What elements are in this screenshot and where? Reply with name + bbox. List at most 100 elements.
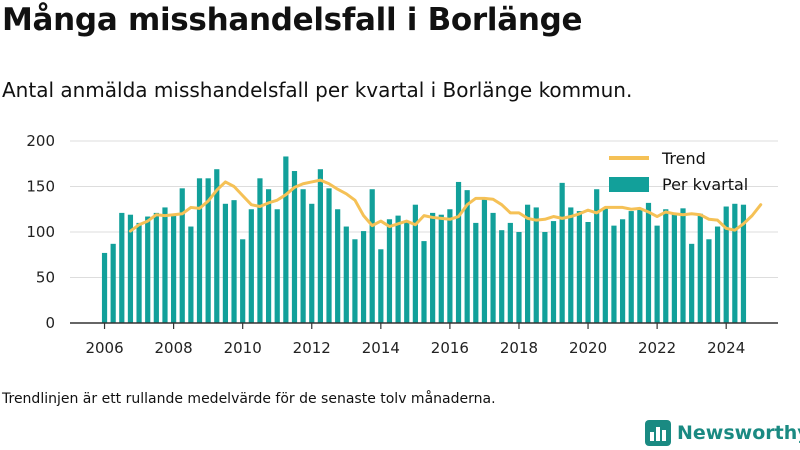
- bar: [473, 222, 479, 323]
- bar: [395, 215, 401, 323]
- legend: Trend Per kvartal: [609, 149, 748, 194]
- x-tick-label: 2016: [431, 339, 469, 357]
- bar: [611, 225, 617, 323]
- x-tick-label: 2018: [500, 339, 538, 357]
- brand-name: Newsworthy: [677, 422, 800, 444]
- y-tick-label: 100: [26, 223, 55, 241]
- bar: [706, 239, 712, 323]
- x-tick-label: 2010: [224, 339, 262, 357]
- bar: [585, 221, 591, 323]
- bar: [714, 226, 721, 323]
- x-axis-ticks: 2006 2008 2010 2012 2014 2016 2018 2020 2022 2024: [85, 323, 745, 357]
- bar: [162, 207, 168, 323]
- bar: [335, 209, 341, 323]
- x-tick-label: 2008: [155, 339, 193, 357]
- y-tick-label: 150: [26, 178, 55, 196]
- bar: [274, 209, 280, 323]
- bar: [153, 212, 159, 323]
- bar: [645, 202, 652, 323]
- x-tick-label: 2014: [362, 339, 400, 357]
- bar: [412, 204, 418, 323]
- bar: [628, 211, 634, 323]
- trend-line-layer: [128, 178, 763, 233]
- bar: [360, 231, 367, 323]
- bar: [481, 198, 488, 323]
- legend-trend-label: Trend: [661, 149, 706, 168]
- bar: [740, 204, 747, 323]
- bar: [257, 178, 263, 323]
- x-tick-label: 2020: [569, 339, 607, 357]
- bar: [421, 241, 427, 323]
- bar: [222, 203, 229, 323]
- bar: [205, 178, 211, 323]
- y-tick-label: 50: [36, 269, 55, 287]
- x-tick-label: 2006: [85, 339, 123, 357]
- bars-per-kvartal: [101, 156, 747, 323]
- bar: [352, 239, 358, 323]
- bar: [265, 189, 272, 323]
- bar: [317, 169, 323, 323]
- bar: [145, 216, 151, 323]
- legend-bar-label: Per kvartal: [662, 175, 748, 194]
- bar: [663, 209, 669, 323]
- bar: [291, 171, 298, 323]
- bar: [525, 204, 531, 323]
- bar: [386, 219, 393, 323]
- bar: [231, 200, 237, 323]
- chart-subtitle: Antal anmälda misshandelsfall per kvarta…: [2, 78, 633, 102]
- bar: [248, 209, 254, 323]
- bar: [568, 207, 574, 323]
- bar: [576, 211, 583, 323]
- bar: [464, 190, 470, 323]
- bar: [516, 232, 522, 323]
- bar: [637, 208, 643, 323]
- bar: [654, 225, 660, 323]
- bar: [119, 212, 125, 323]
- bar: [671, 212, 677, 323]
- bar: [127, 214, 134, 323]
- y-tick-label: 0: [45, 314, 55, 332]
- bar: [300, 189, 306, 323]
- bar: [404, 221, 410, 323]
- bar: [240, 239, 246, 323]
- bar: [214, 169, 220, 323]
- bar: [602, 207, 608, 323]
- bar: [542, 232, 548, 323]
- bar: [179, 188, 185, 323]
- bar: [110, 243, 116, 323]
- x-tick-label: 2024: [707, 339, 745, 357]
- x-tick-label: 2022: [638, 339, 676, 357]
- bar: [507, 222, 513, 323]
- bar: [732, 203, 738, 323]
- bar: [490, 212, 496, 323]
- chart-title: Många misshandelsfall i Borlänge: [2, 2, 583, 38]
- bar: [559, 182, 565, 323]
- x-tick-label: 2012: [293, 339, 331, 357]
- bar: [438, 214, 444, 323]
- brand-logo: Newsworthy: [645, 420, 800, 446]
- bar: [136, 222, 142, 323]
- bar: [101, 252, 108, 323]
- bar: [188, 226, 194, 323]
- bar: [447, 209, 453, 323]
- bar-chart: 0 50 100 150 200 2006 2008 2010 2012 2014 2016 201…: [26, 132, 778, 357]
- bar: [550, 221, 557, 323]
- bar: [283, 156, 289, 323]
- bar: [326, 188, 332, 323]
- bar: [680, 208, 686, 323]
- bar: [455, 181, 462, 323]
- y-tick-label: 200: [26, 132, 55, 150]
- bar: [430, 212, 436, 323]
- trend-line: [128, 178, 763, 233]
- footnote: Trendlinjen är ett rullande medelvärde f…: [2, 391, 496, 407]
- bar: [171, 214, 177, 323]
- bar: [723, 206, 729, 323]
- bar: [196, 178, 203, 323]
- legend-bar-swatch: [609, 177, 649, 192]
- y-axis-ticks: 0 50 100 150 200: [26, 132, 55, 332]
- bar: [689, 243, 695, 323]
- bar: [619, 219, 626, 323]
- bar: [378, 249, 384, 323]
- bar-chart-logo-icon: [645, 420, 671, 446]
- bar: [343, 226, 349, 323]
